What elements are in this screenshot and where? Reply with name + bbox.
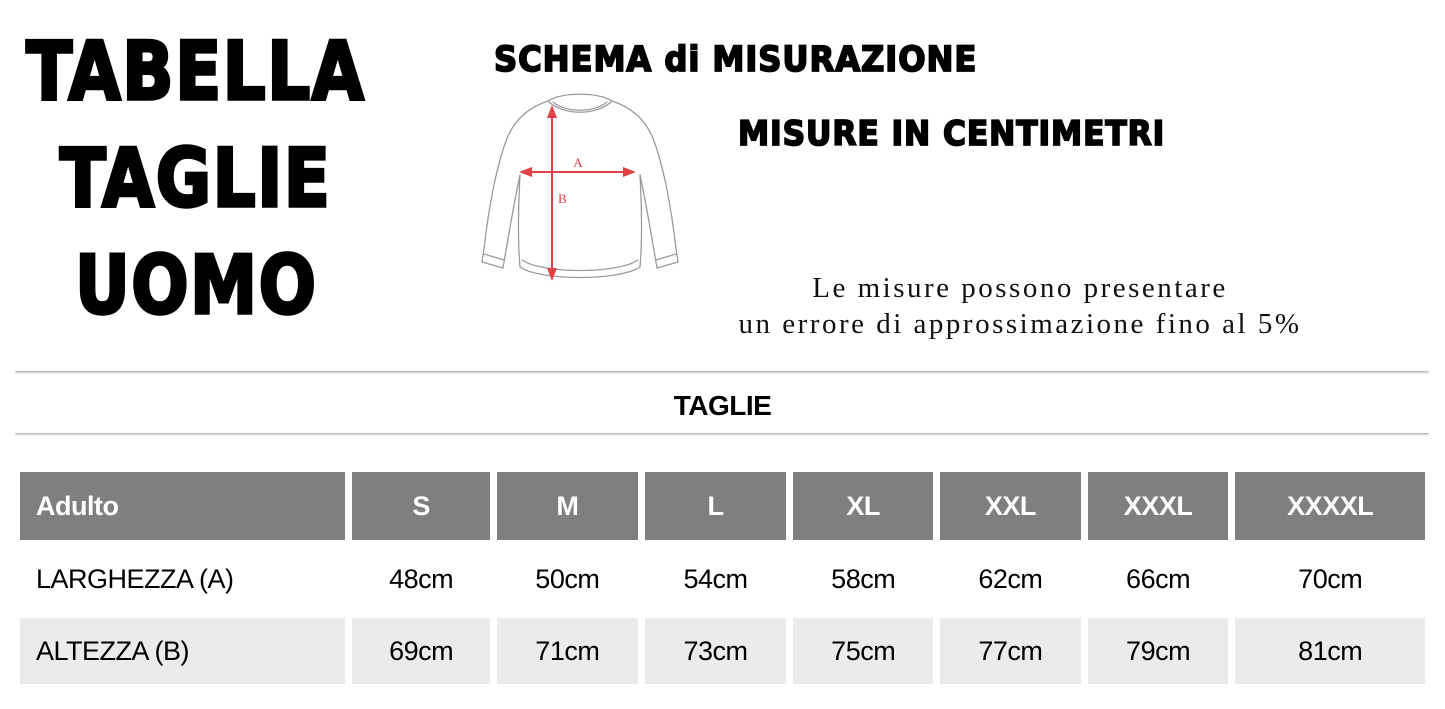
shirt-measurement-diagram: A B: [478, 90, 703, 292]
column-header-xl: XL: [793, 472, 934, 540]
table-row-altezza: ALTEZZA (B) 69cm 71cm 73cm 75cm 77cm 79c…: [20, 618, 1425, 684]
column-header-xxl: XXL: [940, 472, 1081, 540]
table-header-row: Adulto S M L XL XXL XXXL XXXXL: [20, 472, 1425, 540]
page-title-line-1: TABELLA: [25, 23, 366, 120]
height-arrow-label: B: [558, 191, 567, 206]
altezza-xl: 75cm: [793, 618, 934, 684]
row-label-altezza: ALTEZZA (B): [20, 618, 346, 684]
altezza-xxxl: 79cm: [1087, 618, 1229, 684]
larghezza-xxl: 62cm: [978, 563, 1043, 594]
altezza-xxl: 77cm: [940, 618, 1081, 684]
measurement-arrows: [519, 105, 636, 281]
schema-title: SCHEMA di MISURAZIONE: [493, 39, 978, 81]
larghezza-xxxxl: 70cm: [1298, 563, 1363, 594]
larghezza-l: 54cm: [683, 563, 748, 594]
row-label-larghezza: LARGHEZZA (A): [36, 563, 234, 594]
larghezza-xxxl: 66cm: [1126, 563, 1191, 594]
size-table: Adulto S M L XL XXL XXXL XXXXL LARGHEZZA…: [20, 472, 1425, 684]
altezza-l: 73cm: [644, 618, 787, 684]
larghezza-s: 48cm: [389, 563, 454, 594]
page-title-line-3: UOMO: [73, 237, 318, 334]
divider-top: [15, 371, 1429, 374]
column-header-adulto: Adulto: [20, 472, 346, 540]
column-header-l: L: [644, 472, 787, 540]
larghezza-xl: 58cm: [831, 563, 896, 594]
altezza-s: 69cm: [352, 618, 490, 684]
section-title: TAGLIE: [673, 390, 772, 421]
larghezza-m: 50cm: [535, 563, 600, 594]
column-header-m: M: [496, 472, 638, 540]
column-header-xxxl: XXXL: [1087, 472, 1229, 540]
shirt-illustration: A B: [481, 93, 679, 281]
tolerance-disclaimer-line-1: Le misure possono presentare: [812, 272, 1228, 304]
width-arrow-label: A: [573, 155, 583, 170]
divider-bottom: [15, 433, 1429, 436]
altezza-xxxxl: 81cm: [1235, 618, 1425, 684]
column-header-s: S: [352, 472, 490, 540]
altezza-m: 71cm: [496, 618, 638, 684]
page-title-line-2: TAGLIE: [59, 130, 332, 227]
units-note: MISURE IN CENTIMETRI: [737, 113, 1166, 155]
page-title: TABELLA TAGLIE UOMO: [8, 18, 384, 339]
column-header-xxxxl: XXXXL: [1235, 472, 1425, 540]
tolerance-disclaimer: Le misure possono presentare un errore d…: [620, 270, 1420, 342]
tolerance-disclaimer-line-2: un errore di approssimazione fino al 5%: [738, 308, 1302, 340]
table-row-larghezza: LARGHEZZA (A) 48cm 50cm 54cm 58cm 62cm 6…: [20, 540, 1425, 618]
